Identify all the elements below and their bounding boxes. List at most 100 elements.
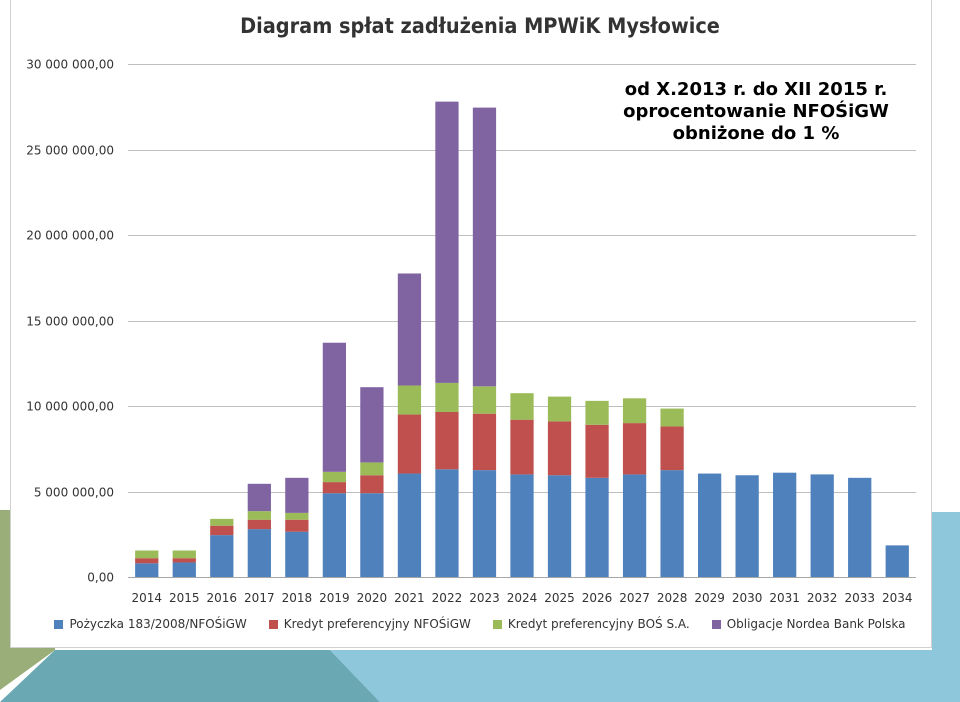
bar-segment-red-2027 [622,423,647,475]
bar-segment-purple-2021 [397,273,422,386]
bar-segment-blue-2033 [848,477,872,577]
bar-segment-purple-2022 [435,101,459,383]
bar-segment-blue-2019 [322,493,347,577]
labels-layer: 0,00 5 000 000,00 10 000 000,00 15 000 000,… [26,58,912,606]
bar-segment-blue-2026 [585,477,609,577]
bar-segment-red-2022 [435,411,459,470]
bar-segment-purple-2023 [472,107,497,387]
bar-segment-red-2017 [247,519,271,530]
bar-segment-red-2019 [322,482,347,494]
bar-segment-red-2023 [472,413,497,471]
x-tick-label: 2019 [319,591,350,605]
legend-swatch [268,619,278,629]
bar-segment-red-2020 [360,475,384,494]
bar-segment-green-2019 [322,471,347,483]
bar-segment-green-2017 [247,511,271,520]
legend-item: Kredyt preferencyjny BOŚ S.A. [492,617,690,631]
x-tick-label: 2018 [282,591,313,605]
bar-segment-blue-2014 [135,563,159,577]
bar-segment-blue-2032 [810,474,834,577]
chart-legend: Pożyczka 183/2008/NFOŚiGW Kredyt preferen… [0,612,960,636]
bar-segment-blue-2031 [773,472,797,577]
bar-segment-green-2021 [397,385,422,415]
annotation-line-3: obniżone do 1 % [672,123,840,144]
bar-segment-red-2025 [547,421,572,476]
bg-teal-shape-left [0,650,380,702]
x-tick-label: 2034 [882,591,913,605]
bar-segment-blue-2020 [360,493,384,577]
annotation-line-2: oprocentowanie NFOŚiGW [623,101,889,122]
legend-item: Pożyczka 183/2008/NFOŚiGW [54,617,247,631]
bar-segment-red-2028 [660,426,684,471]
bar-segment-blue-2028 [660,470,684,578]
bar-segment-green-2026 [585,400,609,425]
bar-segment-red-2014 [135,558,159,564]
bar-segment-green-2022 [435,382,459,412]
bg-light-blue-shape [330,512,960,702]
legend-label: Pożyczka 183/2008/NFOŚiGW [69,617,247,631]
bar-segment-red-2016 [210,525,234,536]
bar-segment-blue-2015 [172,562,196,577]
x-tick-label: 2024 [507,591,538,605]
chart-title: Diagram spłat zadłużenia MPWiK Mysłowice [240,14,720,38]
bar-segment-blue-2016 [210,535,234,577]
x-tick-label: 2014 [131,591,162,605]
bar-segment-blue-2030 [735,475,759,577]
x-tick-label: 2016 [207,591,238,605]
x-tick-label: 2022 [432,591,463,605]
bar-segment-red-2015 [172,558,196,563]
bar-segment-purple-2020 [360,387,384,463]
bar-segment-green-2015 [172,550,196,559]
bar-segment-blue-2017 [247,529,271,577]
x-tick-label: 2032 [807,591,838,605]
bar-segment-red-2021 [397,414,422,474]
x-tick-label: 2021 [394,591,425,605]
legend-swatch [492,619,502,629]
legend-swatch [54,619,64,629]
x-tick-label: 2030 [732,591,763,605]
legend-item: Kredyt preferencyjny NFOŚiGW [268,617,471,631]
y-tick-label: 25 000 000,00 [26,144,114,158]
x-tick-label: 2031 [769,591,800,605]
bar-segment-green-2014 [135,550,159,559]
x-tick-label: 2029 [694,591,725,605]
bar-segment-blue-2034 [885,545,909,577]
x-tick-label: 2020 [357,591,388,605]
legend-item: Obligacje Nordea Bank Polska [711,617,906,631]
x-tick-label: 2017 [244,591,275,605]
bar-segment-blue-2018 [285,531,309,577]
bar-segment-blue-2022 [435,469,459,577]
bar-segment-green-2023 [472,386,497,414]
y-tick-label: 20 000 000,00 [26,229,114,243]
bar-segment-green-2018 [285,512,309,520]
y-tick-label: 30 000 000,00 [26,58,114,72]
legend-label: Obligacje Nordea Bank Polska [726,617,906,631]
bar-segment-green-2024 [510,393,534,420]
bar-segment-green-2016 [210,518,234,526]
bar-segment-green-2025 [547,396,572,422]
x-tick-label: 2026 [582,591,613,605]
legend-label: Kredyt preferencyjny NFOŚiGW [283,617,471,631]
legend-label: Kredyt preferencyjny BOŚ S.A. [507,617,690,631]
x-tick-label: 2015 [169,591,200,605]
annotation-line-1: od X.2013 r. do XII 2015 r. [624,79,888,100]
y-tick-label: 10 000 000,00 [26,400,114,414]
bar-segment-red-2026 [585,424,609,478]
x-tick-label: 2028 [657,591,688,605]
legend-swatch [711,619,721,629]
bar-segment-blue-2024 [510,474,534,577]
bar-segment-purple-2018 [285,477,309,513]
bar-segment-blue-2027 [622,474,647,577]
bar-segment-blue-2023 [472,470,497,578]
bar-segment-purple-2019 [322,342,347,472]
bar-segment-purple-2017 [247,483,271,512]
bar-segment-red-2024 [510,419,534,475]
x-tick-label: 2033 [844,591,875,605]
bar-segment-green-2027 [622,398,647,424]
bar-segment-blue-2021 [397,473,422,577]
bar-segment-blue-2025 [547,475,572,577]
bar-segment-green-2020 [360,462,384,476]
x-tick-label: 2023 [469,591,500,605]
bar-segment-green-2028 [660,408,684,427]
